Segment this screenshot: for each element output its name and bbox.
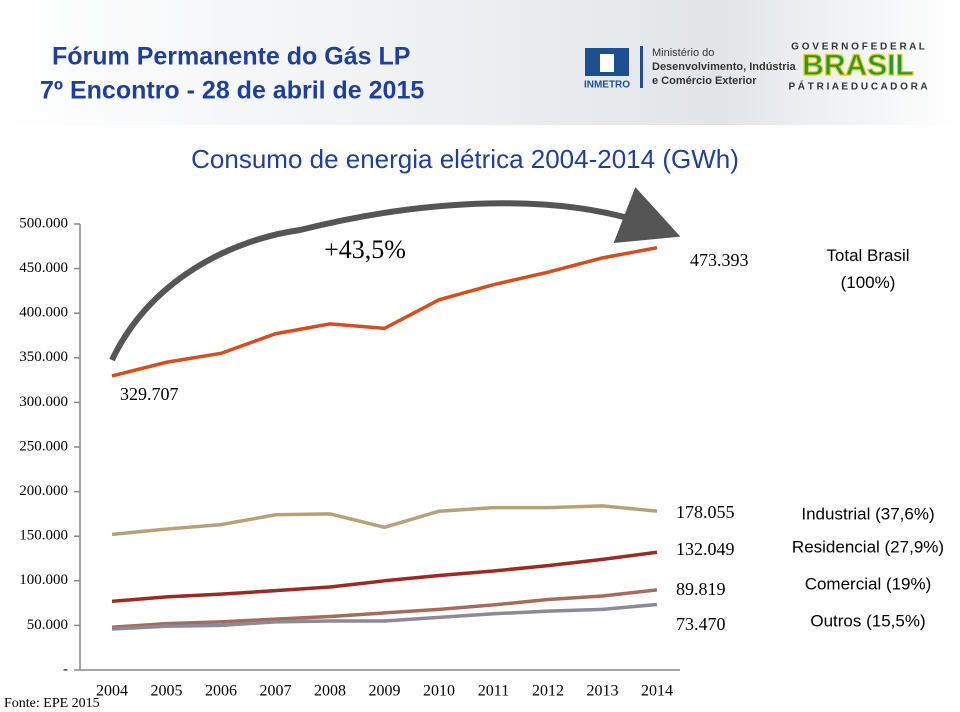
legend-label: Industrial (37,6%) [801,504,934,523]
header-title: Fórum Permanente do Gás LP [52,43,410,71]
header-subtitle: 7º Encontro - 28 de abril de 2015 [40,77,424,105]
source-note: Fonte: EPE 2015 [4,696,100,711]
growth-annotation: +43,5% [324,235,406,264]
y-tick-label: 500.000 [19,215,68,231]
government-text: G O V E R N O F E D E R A L [791,42,925,53]
x-tick-label: 2010 [423,683,455,700]
x-tick-label: 2009 [369,683,401,700]
x-tick-label: 2014 [641,683,673,700]
inmetro-logo: INMETRO [584,48,630,91]
value-label: 473.393 [690,250,749,270]
x-tick-label: 2004 [96,683,128,700]
series-line [111,246,658,378]
y-tick-label: 50.000 [27,617,68,633]
y-tick-label: 100.000 [19,572,68,588]
ministry-line: Desenvolvimento, Indústria [652,61,797,73]
chart-title: Consumo de energia elétrica 2004-2014 (G… [191,144,739,174]
inmetro-text: INMETRO [584,80,630,91]
ministry-line: e Comércio Exterior [652,75,757,87]
y-tick-label: 200.000 [19,483,68,499]
x-tick-label: 2007 [260,683,292,700]
x-tick-label: 2006 [205,683,237,700]
y-tick-label: 250.000 [19,438,68,454]
series-line [111,602,658,631]
legend-label: Residencial (27,9%) [792,537,944,556]
ministry-logo: Ministério do Desenvolvimento, Indústria… [640,46,797,88]
growth-arrow [109,187,681,362]
series-line [111,588,658,629]
brasil-text: BRASIL [802,49,914,82]
inmetro-mark-inner [600,54,614,72]
y-tick-label: 400.000 [19,305,68,321]
ministry-line: Ministério do [652,47,714,59]
value-label: 178.055 [676,502,735,522]
legend-label: Total Brasil (100%) [826,246,909,292]
x-tick-label: 2012 [532,683,564,700]
legend-label: Outros (15,5%) [810,611,925,630]
x-tick-label: 2008 [314,683,346,700]
series-line [111,550,658,604]
x-tick-label: 2005 [151,683,183,700]
government-logo: G O V E R N O F E D E R A L BRASIL P Á T… [788,42,927,93]
value-label: 89.819 [676,579,726,599]
series-line [111,504,658,537]
value-label: 132.049 [676,539,735,559]
y-tick-label: 450.000 [19,260,68,276]
y-tick-label: 300.000 [19,394,68,410]
x-tick-label: 2013 [587,683,619,700]
y-tick-label: 350.000 [19,349,68,365]
ministry-divider [640,46,643,88]
value-label: 329.707 [120,384,179,404]
motto-text: P Á T R I A E D U C A D O R A [788,80,927,93]
y-tick-label: 150.000 [19,528,68,544]
x-tick-label: 2011 [478,683,509,700]
legend-label: Comercial (19%) [805,574,932,593]
y-tick-label: - [63,661,68,677]
header-background [0,0,960,125]
value-label: 73.470 [676,614,726,634]
